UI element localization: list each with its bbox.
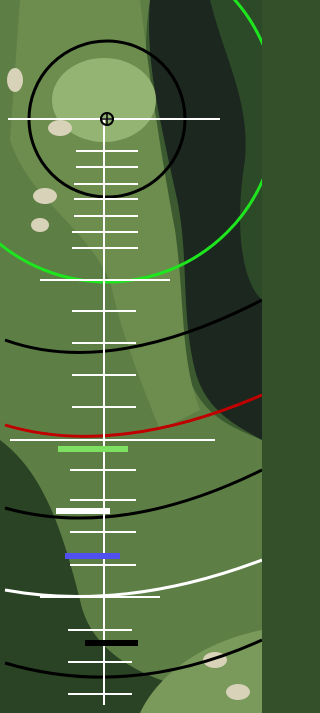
hole-map [0, 0, 262, 713]
bunker [48, 120, 72, 136]
bunker [31, 218, 49, 232]
bunker [226, 684, 250, 700]
bunker [7, 68, 23, 92]
bunker [33, 188, 57, 204]
page [0, 0, 262, 713]
